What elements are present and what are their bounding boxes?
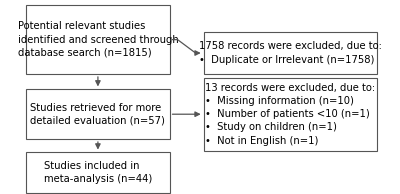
FancyBboxPatch shape (26, 5, 170, 74)
Text: 1758 records were excluded, due to:
•  Duplicate or Irrelevant (n=1758): 1758 records were excluded, due to: • Du… (199, 41, 382, 65)
FancyBboxPatch shape (204, 78, 377, 151)
Text: Potential relevant studies
identified and screened through
database search (n=18: Potential relevant studies identified an… (18, 21, 178, 58)
FancyBboxPatch shape (26, 89, 170, 139)
FancyBboxPatch shape (26, 152, 170, 193)
Text: Studies retrieved for more
detailed evaluation (n=57): Studies retrieved for more detailed eval… (30, 103, 165, 126)
FancyBboxPatch shape (204, 32, 377, 74)
Text: Studies included in
meta-analysis (n=44): Studies included in meta-analysis (n=44) (44, 161, 152, 184)
Text: 13 records were excluded, due to:
•  Missing information (n=10)
•  Number of pat: 13 records were excluded, due to: • Miss… (205, 83, 376, 146)
